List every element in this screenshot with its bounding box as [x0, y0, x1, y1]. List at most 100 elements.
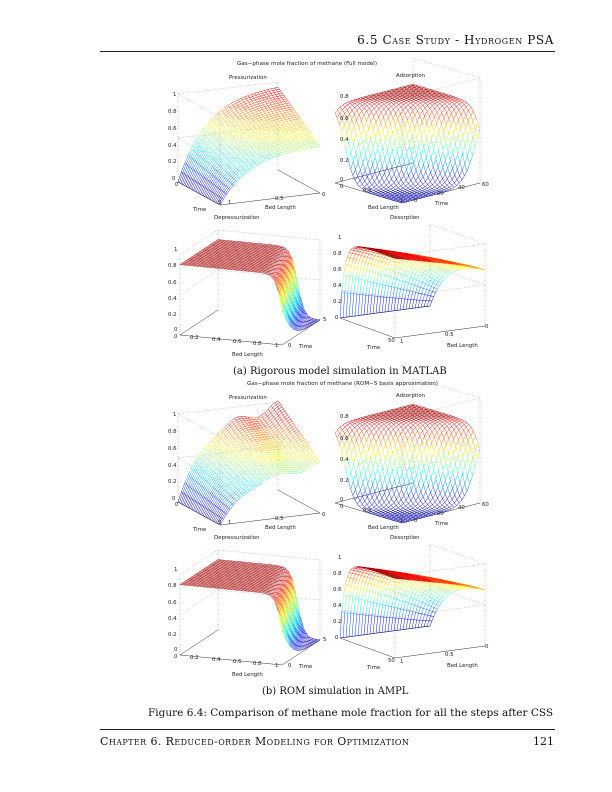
z-tick-label: 0.2 — [168, 632, 177, 638]
surface-mesh-band — [292, 626, 309, 651]
surface-mesh-band — [266, 86, 280, 91]
surface-mesh-band — [350, 164, 469, 179]
surface-panel-full-adsorption — [334, 57, 481, 204]
surface-panel-full-pressurization — [177, 81, 321, 206]
surface-mesh-band — [354, 566, 409, 581]
surface-mesh-band — [347, 157, 472, 174]
header-rule — [100, 51, 555, 52]
surface-mesh-band — [177, 170, 224, 206]
surface-mesh-band — [346, 581, 471, 596]
axis-line — [277, 169, 321, 194]
axis-tick-label: 0 — [288, 663, 292, 669]
grid-line — [412, 430, 481, 451]
surface-mesh-band — [339, 298, 433, 319]
z-tick-label: 0.4 — [340, 457, 349, 463]
surface-mesh-band — [339, 288, 437, 319]
axis-line — [334, 482, 414, 504]
z-tick-label: 1 — [174, 247, 178, 253]
grid-line — [412, 110, 481, 131]
axis-label: Time — [367, 665, 381, 671]
axis-tick-label: 1 — [228, 200, 232, 206]
figure-a-caption: (a) Rigorous model simulation in MATLAB — [233, 366, 447, 377]
axis-tick-label: 40 — [458, 505, 465, 511]
surface-mesh-band — [355, 150, 475, 168]
surface-mesh-band — [337, 432, 478, 448]
z-tick-label: 0.2 — [333, 299, 342, 305]
z-tick-label: 0.6 — [168, 280, 177, 286]
surface-mesh-band — [292, 306, 309, 331]
axis-label: Bed Length — [447, 343, 478, 349]
axis-tick-label: 0.2 — [190, 335, 199, 341]
axis-tick-label: 0.5 — [445, 652, 454, 658]
z-tick-label: 0.2 — [340, 478, 349, 484]
surface-mesh-band — [339, 444, 481, 463]
z-tick-label: 0.8 — [168, 109, 177, 115]
axis-line — [339, 317, 396, 339]
z-tick-label: 0.8 — [333, 251, 342, 257]
z-tick-label: 0.2 — [168, 312, 177, 318]
surface-mesh-band — [346, 261, 471, 276]
axis-tick-label: 5 — [218, 200, 222, 206]
axis-tick-label: 0 — [485, 644, 489, 650]
surface-mesh-band — [354, 246, 409, 261]
z-tick-label: 0.8 — [168, 263, 177, 269]
axis-tick-label: 0 — [175, 502, 179, 508]
axis-tick-label: 0 — [340, 184, 344, 190]
surface-mesh-band — [345, 143, 473, 162]
surface-mesh-band — [216, 426, 308, 444]
axis-tick-label: 0 — [485, 324, 489, 330]
z-tick-label: 1 — [338, 555, 342, 561]
surface-mesh-band — [185, 152, 241, 186]
z-tick-label: 0.8 — [168, 429, 177, 435]
z-tick-label: 0.4 — [168, 616, 177, 622]
surface-mesh-band — [286, 291, 304, 329]
surface-mesh-band — [341, 439, 481, 456]
axis-line — [179, 629, 219, 656]
grid-line — [177, 401, 279, 415]
z-tick-label: 0.6 — [333, 587, 342, 593]
grid-line — [177, 81, 279, 95]
surface-mesh-band — [282, 282, 300, 324]
surface-mesh-band — [349, 404, 463, 422]
surface-mesh-band — [179, 239, 289, 276]
grid-line — [217, 589, 321, 601]
grid-line — [177, 457, 221, 482]
surface-mesh-band — [345, 463, 473, 482]
surface-mesh-band — [337, 418, 473, 433]
surface-mesh-band — [352, 603, 439, 618]
axis-tick-label: 60 — [482, 182, 489, 188]
surface-mesh-band — [286, 611, 304, 649]
axis-tick-label: 60 — [482, 502, 489, 508]
z-tick-label: 1 — [338, 235, 342, 241]
grid-line — [179, 549, 219, 576]
surface-panel-rom-adsorption — [334, 377, 481, 524]
surface-mesh-band — [185, 471, 241, 506]
axis-line — [179, 334, 283, 346]
surface-panel-rom-depressurization — [179, 549, 321, 666]
grid-line — [217, 269, 321, 281]
axis-label: Time — [299, 664, 313, 670]
surface-mesh-band — [193, 454, 305, 484]
z-tick-label: 1 — [173, 92, 177, 98]
surface-mesh-band — [296, 635, 321, 651]
grid-line — [177, 413, 221, 438]
axis-tick-label: 0.5 — [275, 516, 284, 522]
axis-tick-label: 0.5 — [275, 196, 284, 202]
panel-title: Pressurization — [229, 75, 267, 81]
grid-line — [401, 397, 481, 419]
surface-mesh-band — [179, 559, 289, 596]
axis-line — [219, 512, 321, 526]
z-tick-label: 0.6 — [340, 116, 349, 122]
surface-mesh-band — [204, 441, 321, 464]
grid-line — [179, 589, 219, 616]
z-tick-label: 0.4 — [333, 283, 342, 289]
surface-mesh-band — [289, 616, 305, 651]
axis-line — [179, 654, 283, 666]
surface-mesh-band — [224, 98, 295, 112]
axis-tick-label: 0.5 — [363, 508, 372, 514]
z-tick-label: 1 — [174, 567, 178, 573]
axis-tick-label: 0.8 — [253, 341, 262, 347]
z-tick-label: 0 — [340, 497, 344, 503]
axis-label: Bed Length — [368, 205, 399, 211]
